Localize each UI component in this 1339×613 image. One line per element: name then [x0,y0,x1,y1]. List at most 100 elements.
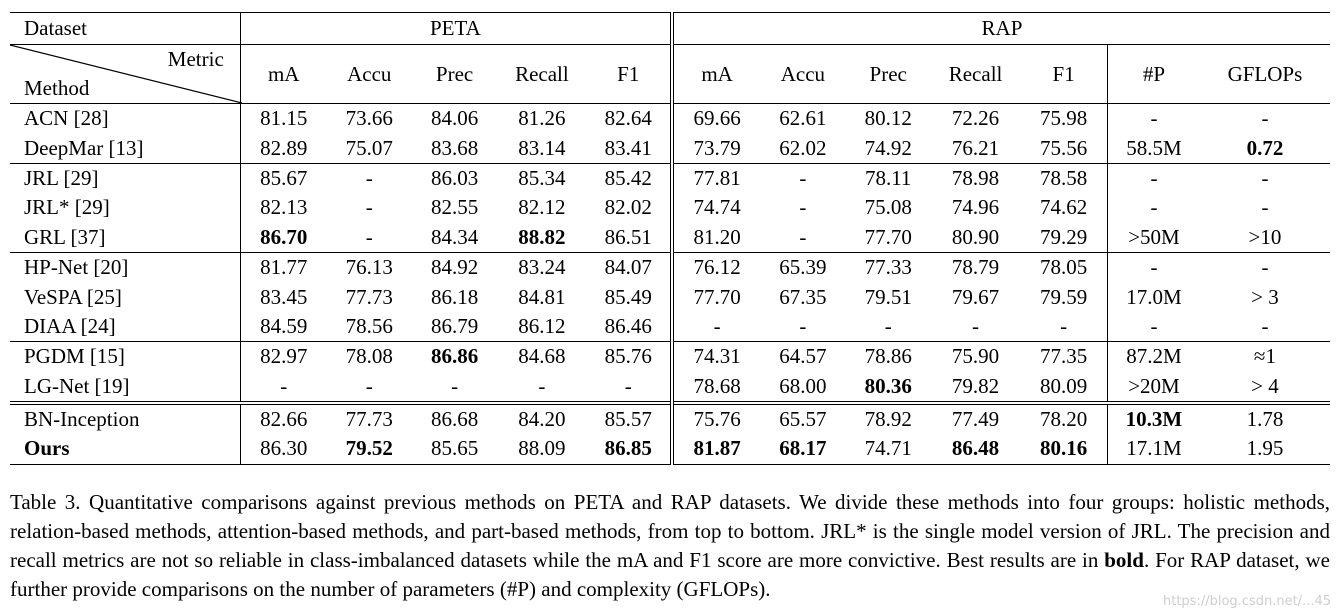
table-cell: - [1261,195,1269,220]
table-cell: 80.90 [951,224,1000,249]
table-cell: 79.29 [1039,224,1088,249]
method-name: LG-Net [19] [10,371,241,403]
table-cell: 80.36 [864,373,912,398]
table-cell: 78.20 [1020,400,1108,435]
table-cell: 83.14 [518,135,566,160]
table-cell: 77.70 [669,282,761,312]
table-cell: 72.26 [930,103,1021,134]
table-cell: 82.89 [260,135,308,160]
table-cell: 86.70 [260,224,308,249]
table-cell: 77.73 [345,284,393,309]
table-cell: 86.68 [411,400,498,435]
table-cell: 85.67 [240,162,327,194]
table-cell: 88.82 [518,224,566,249]
table-cell: 85.49 [604,284,652,309]
table-cell: 82.12 [518,195,566,220]
method-name: HP-Net [20] [10,251,241,283]
table-cell: - [538,373,546,398]
table-cell: 86.18 [430,284,479,309]
table-row: Ours 86.30 79.52 85.65 88.09 86.85 81.87 68.17 7… [10,434,1330,465]
table-cell: >10 [1248,224,1282,249]
table-cell: - [669,311,761,342]
table-cell: 75.07 [345,135,393,160]
table-cell: 68.00 [779,373,827,398]
comparison-table: Dataset PETA RAP Metric Method mA Accu Pre… [10,12,1330,465]
table-cell: 82.97 [240,341,327,372]
method-name: PGDM [15] [10,341,241,372]
table-row: LG-Net [19] - - - - - 78.68 68.00 80.36 79.82 80.0… [10,371,1330,403]
table-cell: 78.79 [930,251,1021,283]
table-cell: - [1199,251,1330,283]
table-cell: 17.0M [1107,282,1200,312]
table-cell: - [1107,193,1200,223]
table-cell: 75.90 [930,341,1021,372]
table-row: DIAA [24] 84.59 78.56 86.79 86.12 86.46- - - - - -… [10,311,1330,342]
method-name: BN-Inception [10,400,241,435]
table-row: PGDM [15] 82.97 78.08 86.86 84.68 85.76 74.31 6… [10,341,1330,372]
table-cell: 82.64 [586,103,672,134]
table-cell: 65.57 [760,400,846,435]
table-cell: - [1060,313,1068,338]
table-row: HP-Net [20] 81.77 76.13 84.92 83.24 84.07 76.1… [10,251,1330,283]
group-rap: RAP [669,12,1330,45]
table-cell: 83.24 [497,251,587,283]
table-cell: 74.74 [669,193,761,223]
table-cell: 84.81 [518,284,566,309]
table-cell: 17.1M [1107,434,1200,465]
table-cell: - [799,195,807,220]
table-cell: 77.73 [326,400,412,435]
table-cell: 80.16 [1020,434,1108,465]
column-header: Accu [347,61,392,86]
table-cell: - [799,224,807,249]
table-cell: 84.68 [497,341,587,372]
table-cell: 81.77 [240,251,327,283]
table-cell: 81.20 [669,222,761,253]
table-cell: > 3 [1251,284,1279,309]
column-header: #P [1107,44,1200,104]
table-cell: - [1261,313,1269,338]
table-cell: - [1107,103,1200,134]
table-cell: 62.61 [760,103,846,134]
dataset-label: Dataset [10,12,241,45]
table-cell: 76.21 [951,135,1000,160]
table-cell: 84.07 [586,251,672,283]
table-cell: 83.41 [604,135,652,160]
table-row: DeepMar [13] 82.89 75.07 83.68 83.14 83.41 73.… [10,133,1330,164]
table-row: JRL* [29] 82.13 - 82.55 82.12 82.02 74.74 - 75.0… [10,193,1330,223]
table-cell: 81.87 [669,434,761,465]
column-header: mA [267,61,300,86]
caption-text-end: . For RAP dataset, we further provide co… [10,548,1330,601]
table-cell: 79.67 [951,284,1000,309]
table-cell: 77.70 [864,224,912,249]
column-header: F1 [617,61,640,86]
table-cell: 78.08 [326,341,412,372]
table-cell: 77.81 [669,162,761,194]
table-cell: - [760,162,846,194]
table-row: BN-Inception 82.66 77.73 86.68 84.20 85.57 75.… [10,400,1330,435]
table-cell: 86.86 [411,341,498,372]
table-cell: 78.98 [930,162,1021,194]
table-cell: 78.68 [669,371,761,403]
method-name: VeSPA [25] [10,282,241,312]
table-cell: - [1199,162,1330,194]
table-cell: 74.71 [845,434,931,465]
table-cell: 78.11 [845,162,931,194]
table-cell: 85.42 [586,162,672,194]
group-peta: PETA [240,12,672,45]
table-cell: - [1107,162,1200,194]
table-cell: - [365,224,373,249]
table-cell: 74.92 [864,135,912,160]
method-name: DeepMar [13] [10,133,241,164]
table-cell: 81.15 [240,103,327,134]
table-caption: Table 3. Quantitative comparisons agains… [10,488,1330,604]
table-cell: 79.52 [326,434,412,465]
table-cell: 85.57 [586,400,672,435]
table-cell: 58.5M [1107,133,1200,164]
table-cell: >50M [1107,222,1200,253]
table-cell: 86.03 [411,162,498,194]
table-cell: - [624,373,632,398]
table-cell: 84.06 [411,103,498,134]
column-header: mA [669,44,761,104]
table-cell: ≈1 [1199,341,1330,372]
caption-bold-word: bold [1104,548,1144,572]
